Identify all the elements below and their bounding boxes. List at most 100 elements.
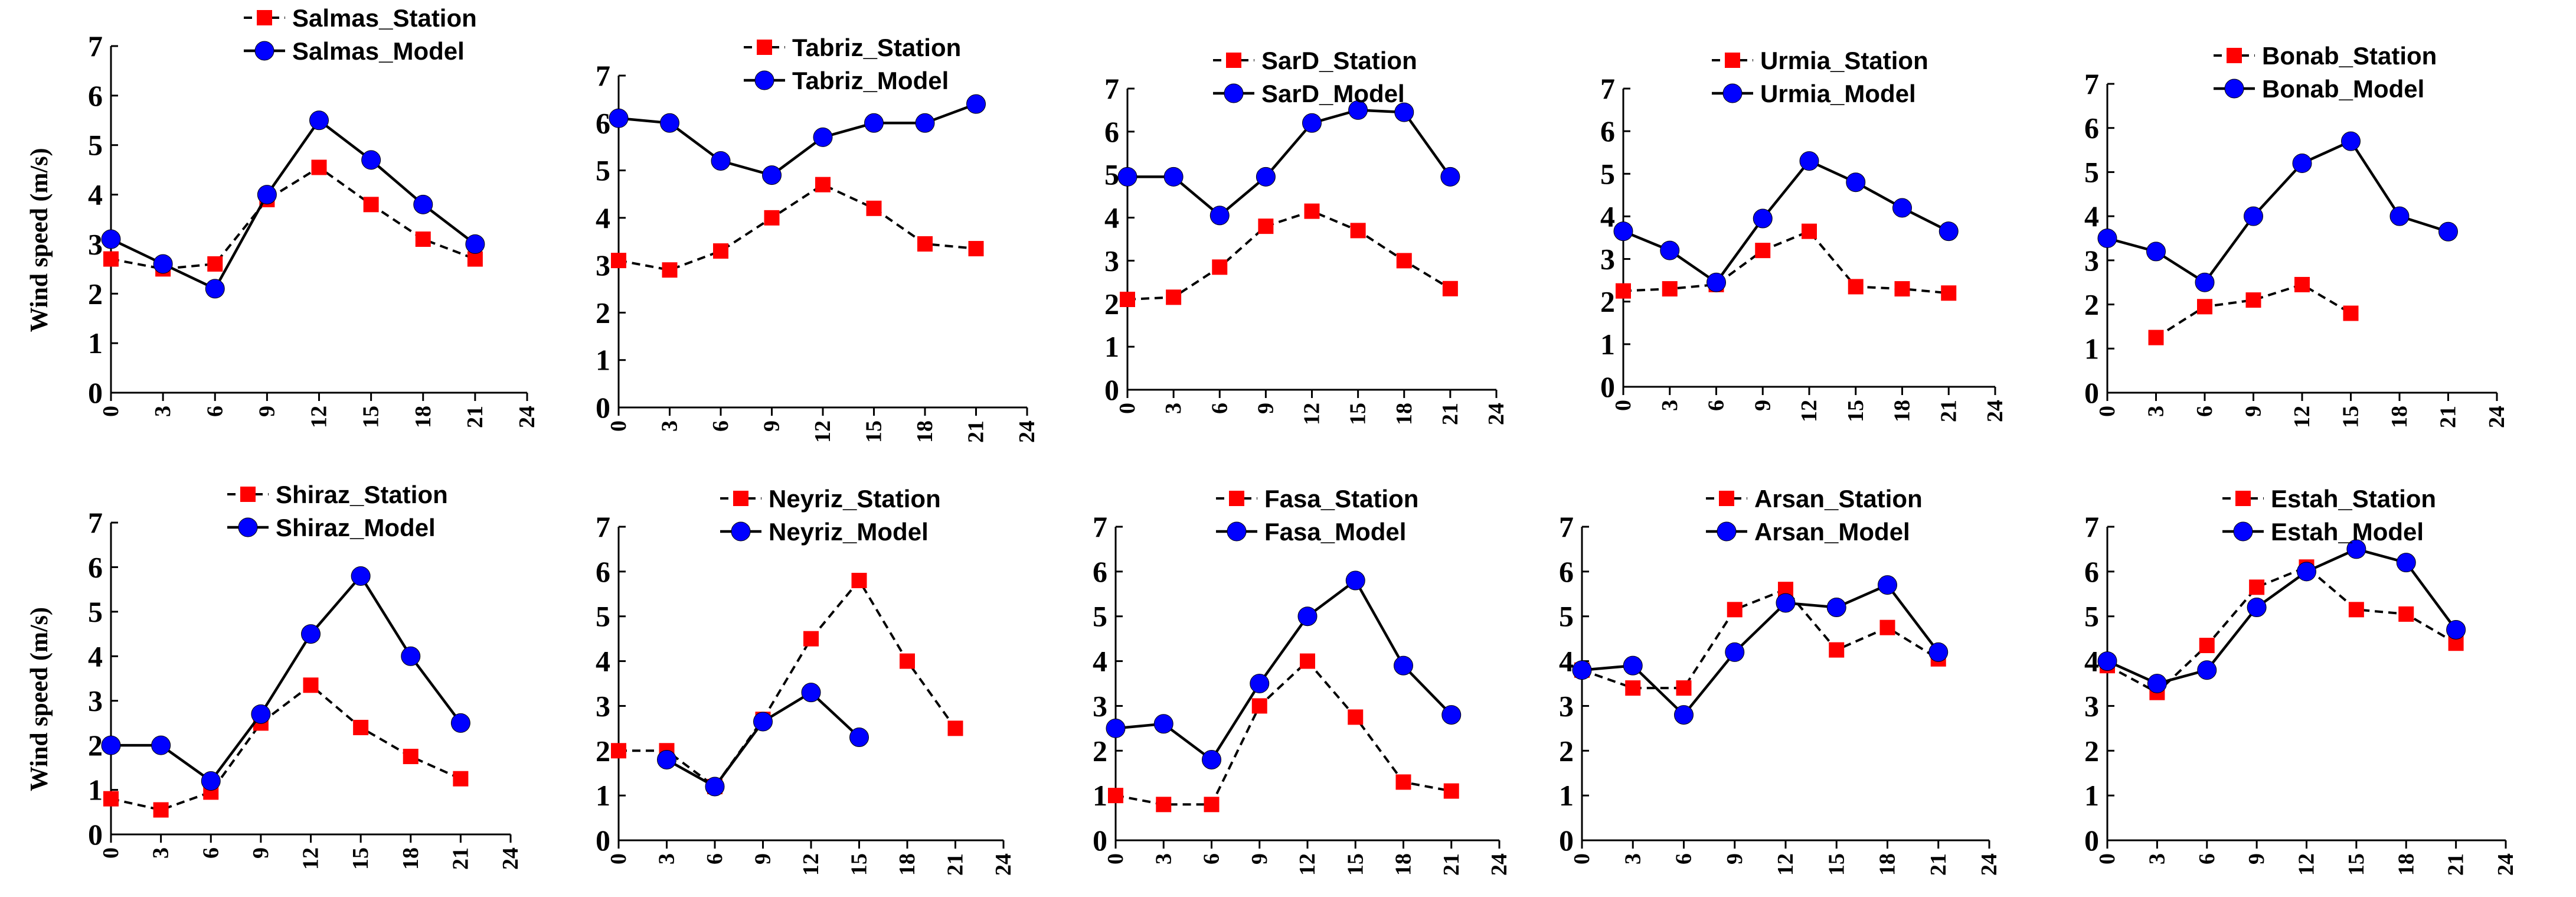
x-tick-label: 9 (1750, 400, 1775, 411)
urmia-station-marker (1616, 283, 1631, 299)
legend-label: Urmia_Station (1760, 47, 1928, 74)
y-tick-label: 7 (1600, 72, 1615, 105)
arsan-model-marker (1674, 705, 1694, 725)
urmia-model-marker (1613, 221, 1633, 242)
x-tick-label: 9 (760, 420, 784, 432)
y-tick-label: 5 (1559, 600, 1574, 633)
bonab-model-marker (2097, 229, 2117, 248)
x-tick-label: 24 (991, 853, 1016, 876)
y-tick-label: 2 (596, 734, 610, 767)
salmas-station-marker (415, 231, 431, 247)
x-tick-label: 18 (1391, 853, 1416, 876)
x-tick-label: 9 (1722, 853, 1747, 865)
estah-station-marker (2398, 606, 2414, 622)
fasa-model-marker (1297, 606, 1318, 627)
arsan-model-marker (1572, 660, 1592, 680)
x-tick-label: 0 (1103, 853, 1128, 865)
x-tick-label: 18 (1890, 400, 1915, 422)
urmia-model-line (1623, 159, 1950, 285)
bonab-model-marker (2195, 272, 2215, 292)
y-tick-label: 6 (2084, 112, 2099, 145)
tabriz-model-marker (609, 108, 629, 128)
x-tick-label: 12 (1797, 400, 1822, 422)
x-tick-label: 3 (149, 847, 174, 859)
x-tick-label: 15 (1843, 400, 1868, 422)
tabriz-model-marker (813, 127, 833, 147)
legend-label: Fasa_Model (1264, 518, 1406, 546)
tabriz-model-marker (762, 165, 782, 185)
y-tick-label: 2 (88, 277, 103, 310)
x-tick-label: 0 (2095, 853, 2120, 865)
legend-marker (733, 491, 748, 506)
salmas-model-marker (205, 279, 225, 299)
y-tick-label: 1 (596, 779, 610, 812)
legend-label: Urmia_Model (1760, 80, 1916, 107)
y-tick-label: 7 (596, 59, 610, 92)
y-tick-label: 2 (596, 296, 610, 329)
x-tick-label: 6 (1207, 403, 1232, 414)
legend-marker (2235, 491, 2251, 506)
sard-station-line (1127, 210, 1451, 301)
y-tick-label: 1 (1600, 328, 1615, 361)
x-tick-label: 24 (1015, 420, 1039, 443)
shiraz-model-marker (251, 704, 271, 724)
fasa-station-marker (1443, 783, 1459, 799)
fasa-station-marker (1395, 774, 1411, 790)
salmas-model-marker (465, 234, 485, 254)
estah-station-marker (2249, 579, 2265, 595)
x-tick-label: 24 (515, 406, 540, 428)
estah-model-marker (2147, 674, 2167, 693)
y-tick-label: 4 (1600, 200, 1615, 233)
x-tick-label: 21 (943, 853, 968, 876)
y-tick-label: 1 (1559, 779, 1574, 812)
arsan-station-marker (1727, 602, 1743, 618)
x-tick-label: 24 (2493, 853, 2518, 876)
y-tick-label: 6 (88, 79, 103, 112)
legend-label: Salmas_Model (292, 37, 465, 65)
legend-label: Arsan_Station (1754, 485, 1923, 513)
x-tick-label: 0 (1570, 853, 1594, 865)
salmas-model-marker (413, 194, 433, 214)
arsan-station-line (1581, 588, 1939, 690)
salmas-station-marker (103, 251, 119, 267)
x-tick-label: 24 (498, 847, 523, 870)
y-tick-label: 1 (2084, 779, 2099, 812)
x-tick-label: 9 (2241, 406, 2266, 417)
urmia-model-marker (1799, 151, 1819, 171)
estah-station-marker (2199, 638, 2215, 654)
shiraz-model-marker (201, 771, 221, 791)
arsan-model-marker (1826, 598, 1846, 618)
salmas-station-marker (311, 159, 327, 175)
bonab-station-marker (2148, 330, 2164, 345)
y-axis-title: Wind speed (m/s) (26, 148, 53, 332)
legend-label: Shiraz_Station (276, 481, 448, 508)
x-tick-label: 3 (658, 420, 682, 432)
shiraz-station-marker (353, 719, 369, 735)
y-tick-label: 3 (1600, 243, 1615, 276)
x-tick-label: 3 (2144, 406, 2169, 417)
y-tick-label: 7 (88, 30, 103, 63)
x-tick-label: 9 (254, 406, 279, 417)
x-tick-label: 18 (2394, 853, 2418, 876)
tabriz-station-marker (662, 262, 678, 278)
y-tick-label: 4 (2084, 645, 2099, 678)
x-tick-label: 15 (2339, 406, 2363, 428)
neyriz-model-marker (753, 712, 773, 732)
shiraz-model-marker (301, 624, 321, 644)
legend-marker (2233, 521, 2253, 542)
x-tick-label: 21 (1439, 853, 1464, 876)
bonab-station-line (2155, 283, 2352, 339)
y-tick-label: 1 (1093, 779, 1107, 812)
y-axis-title: Wind speed (m/s) (26, 607, 53, 791)
x-tick-label: 6 (198, 847, 223, 859)
x-tick-label: 3 (1151, 853, 1176, 865)
bonab-model-marker (2438, 221, 2458, 242)
tabriz-model-marker (660, 113, 679, 133)
y-tick-label: 7 (1104, 72, 1119, 105)
